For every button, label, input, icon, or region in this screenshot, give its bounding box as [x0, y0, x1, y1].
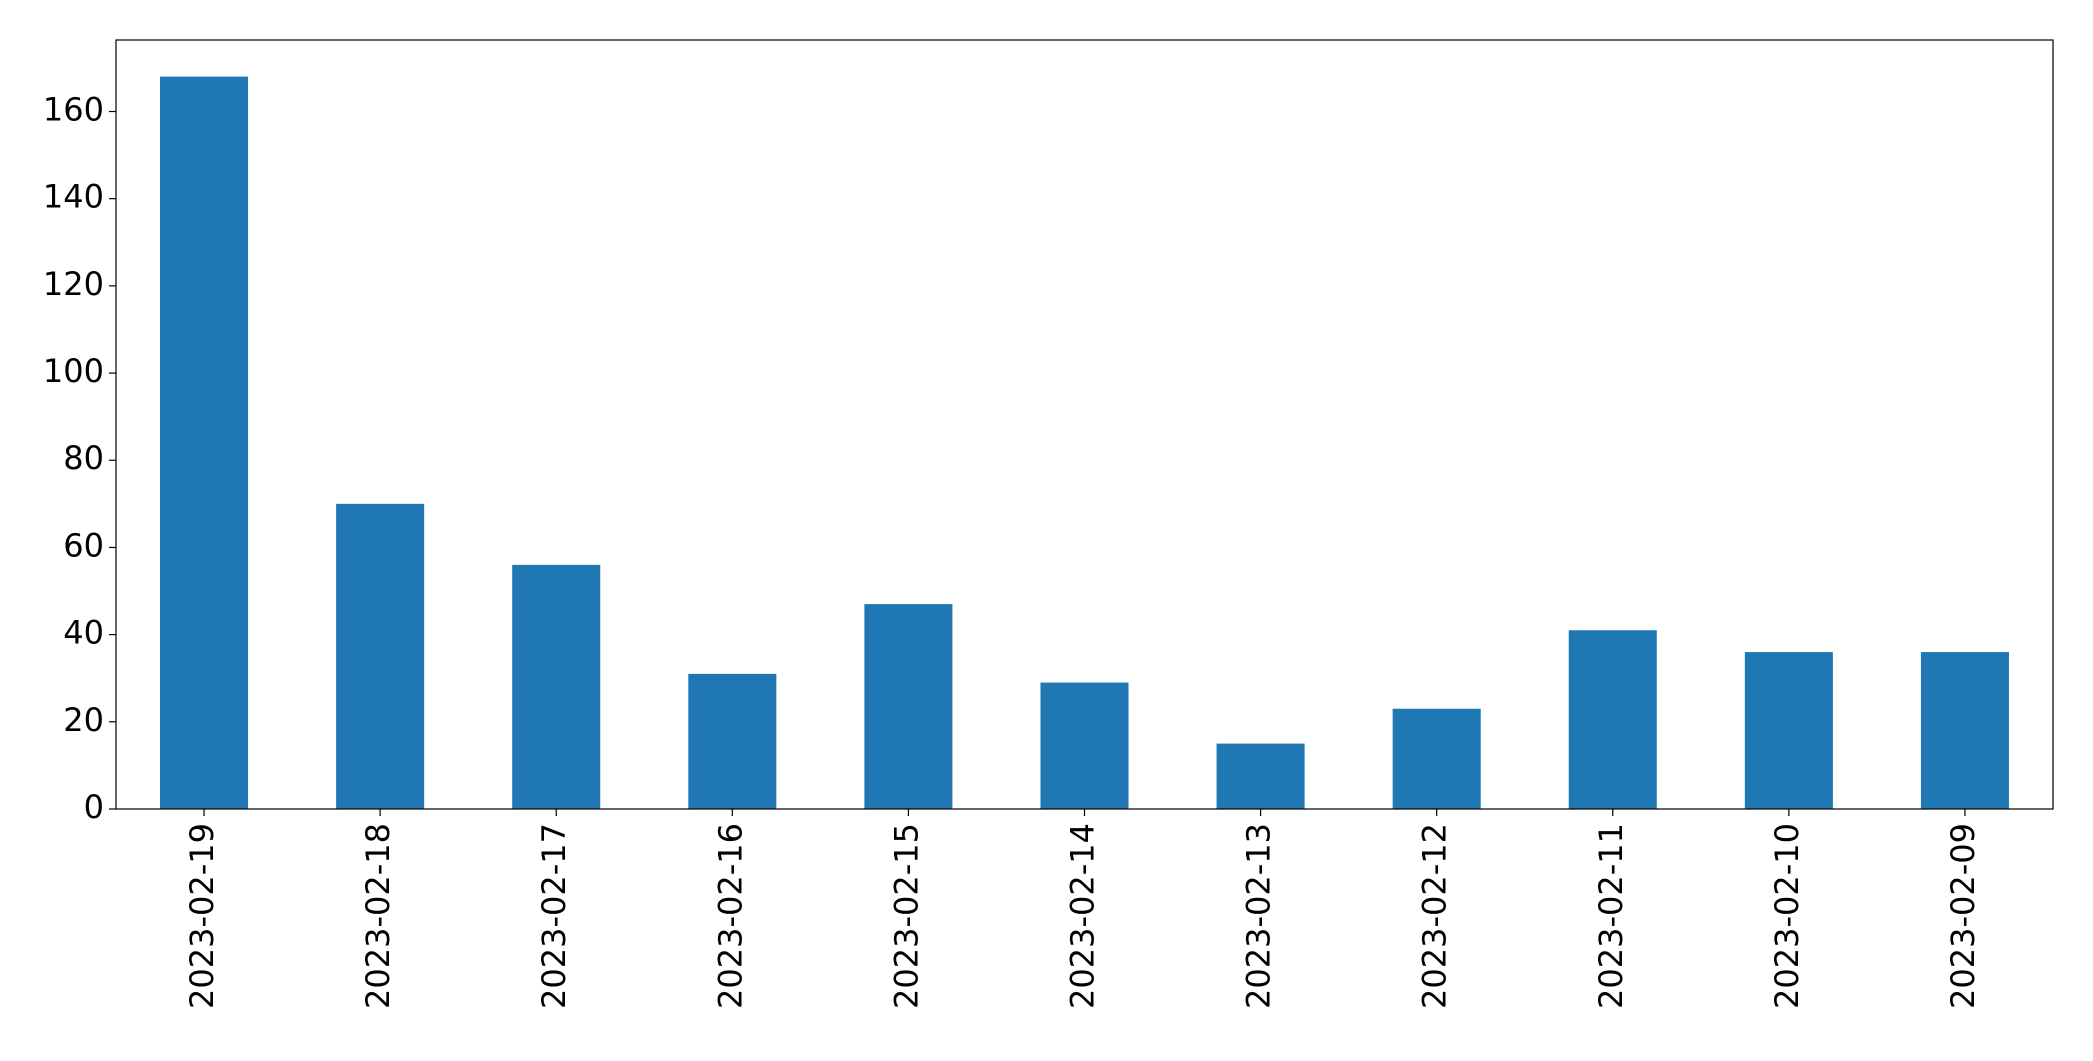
bar	[1920, 652, 2009, 809]
x-tick-label: 2023-02-11	[1592, 823, 1630, 1009]
bar	[336, 503, 425, 809]
x-tick-label: 2023-02-18	[359, 823, 397, 1009]
bar	[1568, 630, 1657, 809]
bar	[1216, 743, 1305, 809]
y-tick-label: 80	[63, 439, 104, 477]
x-tick-label: 2023-02-16	[711, 823, 749, 1009]
bar	[864, 604, 953, 809]
y-tick-label: 140	[43, 178, 104, 216]
y-tick-label: 20	[63, 701, 104, 739]
y-tick-label: 40	[63, 614, 104, 652]
x-tick-label: 2023-02-14	[1064, 823, 1102, 1009]
x-tick-label: 2023-02-09	[1944, 823, 1982, 1009]
y-tick-label: 160	[43, 90, 104, 128]
bar	[688, 673, 777, 809]
x-tick-label: 2023-02-10	[1768, 823, 1806, 1009]
x-tick-label: 2023-02-13	[1240, 823, 1278, 1009]
y-tick-label: 100	[43, 352, 104, 390]
y-tick-label: 60	[63, 526, 104, 564]
bar	[160, 76, 249, 810]
x-tick-label: 2023-02-12	[1416, 823, 1454, 1009]
x-tick-label: 2023-02-15	[887, 823, 925, 1009]
bar	[1744, 652, 1833, 809]
x-tick-label: 2023-02-17	[535, 823, 573, 1009]
x-tick-label: 2023-02-19	[183, 823, 221, 1009]
bar	[512, 564, 601, 809]
bar	[1392, 708, 1481, 809]
plot-frame	[115, 39, 2054, 810]
bar	[1040, 682, 1129, 809]
y-tick-label: 0	[84, 788, 104, 826]
y-tick-label: 120	[43, 265, 104, 303]
